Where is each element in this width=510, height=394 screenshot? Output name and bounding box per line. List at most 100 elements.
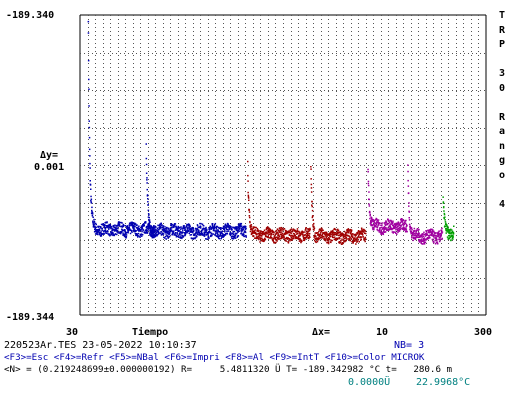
data-point bbox=[300, 233, 303, 235]
data-point bbox=[419, 239, 421, 241]
data-point bbox=[293, 237, 295, 240]
data-point bbox=[303, 239, 306, 242]
data-point bbox=[424, 235, 427, 237]
data-point bbox=[171, 229, 173, 232]
data-point bbox=[222, 235, 224, 237]
data-point bbox=[136, 233, 139, 236]
data-point bbox=[335, 238, 338, 240]
data-point bbox=[380, 231, 382, 233]
data-point bbox=[135, 233, 137, 235]
data-point bbox=[426, 238, 428, 241]
data-point bbox=[250, 233, 253, 236]
data-point bbox=[90, 195, 92, 198]
data-point bbox=[332, 236, 335, 239]
data-point bbox=[153, 234, 156, 236]
data-point bbox=[308, 235, 311, 237]
data-point bbox=[374, 222, 376, 225]
data-point bbox=[422, 240, 424, 242]
data-point bbox=[247, 160, 249, 163]
data-point bbox=[241, 228, 243, 230]
data-point bbox=[100, 234, 102, 236]
data-point bbox=[188, 227, 191, 229]
data-point bbox=[282, 229, 284, 231]
data-point bbox=[335, 229, 337, 231]
data-point bbox=[423, 231, 425, 234]
data-point bbox=[352, 238, 355, 240]
data-point bbox=[250, 228, 252, 231]
data-point bbox=[91, 213, 94, 215]
data-point bbox=[304, 234, 306, 236]
data-point bbox=[146, 177, 148, 179]
data-point bbox=[427, 231, 430, 233]
data-point bbox=[340, 232, 343, 235]
data-point bbox=[184, 232, 187, 235]
data-point bbox=[424, 241, 427, 243]
data-point bbox=[119, 231, 122, 234]
data-point bbox=[450, 232, 452, 235]
data-point bbox=[423, 241, 425, 243]
data-point bbox=[236, 232, 238, 235]
data-point bbox=[448, 229, 450, 231]
data-point bbox=[261, 235, 263, 237]
data-point bbox=[252, 227, 255, 229]
data-point bbox=[141, 225, 144, 228]
data-point bbox=[194, 234, 196, 236]
data-point bbox=[362, 236, 364, 238]
data-point bbox=[234, 237, 237, 239]
data-point bbox=[239, 222, 241, 225]
data-point bbox=[408, 219, 411, 221]
data-point bbox=[204, 229, 206, 232]
data-point bbox=[441, 227, 443, 230]
data-point bbox=[434, 239, 437, 242]
data-point bbox=[128, 224, 131, 227]
data-point bbox=[452, 234, 454, 237]
data-point bbox=[220, 231, 223, 234]
data-point bbox=[432, 235, 434, 237]
data-point bbox=[361, 229, 363, 231]
data-point bbox=[219, 234, 221, 236]
data-point bbox=[168, 235, 171, 238]
data-point bbox=[140, 228, 142, 231]
data-point bbox=[234, 228, 236, 230]
data-point bbox=[100, 223, 103, 226]
data-point bbox=[147, 229, 150, 231]
data-point bbox=[318, 235, 321, 238]
data-point bbox=[278, 235, 281, 237]
data-point bbox=[222, 234, 224, 236]
data-point bbox=[213, 225, 216, 227]
data-point bbox=[377, 219, 380, 221]
data-point bbox=[232, 226, 234, 228]
data-point bbox=[428, 235, 431, 237]
data-point bbox=[168, 236, 170, 238]
data-point bbox=[240, 225, 243, 227]
data-point bbox=[230, 233, 232, 236]
data-point bbox=[401, 221, 404, 223]
data-point bbox=[364, 230, 367, 232]
data-point bbox=[402, 222, 404, 225]
data-point bbox=[194, 232, 197, 235]
data-point bbox=[306, 233, 309, 236]
data-point bbox=[433, 241, 435, 244]
data-point bbox=[132, 225, 134, 228]
data-point bbox=[137, 236, 139, 238]
data-point bbox=[409, 230, 412, 232]
data-point bbox=[202, 229, 204, 231]
data-point bbox=[203, 228, 205, 230]
data-point bbox=[302, 239, 305, 241]
data-point bbox=[393, 225, 395, 227]
data-point bbox=[190, 230, 192, 232]
data-point bbox=[379, 227, 381, 229]
data-point bbox=[91, 212, 94, 214]
data-point bbox=[148, 225, 151, 227]
data-point bbox=[367, 182, 370, 185]
data-point bbox=[430, 228, 432, 230]
data-point bbox=[411, 231, 414, 234]
data-point bbox=[184, 234, 186, 237]
data-point bbox=[344, 237, 346, 240]
data-point bbox=[385, 223, 388, 225]
data-point bbox=[347, 228, 350, 230]
data-point bbox=[377, 225, 379, 227]
function-keys-bar[interactable]: <F3>=Esc <F4>=Refr <F5>=NBal <F6>=Impri … bbox=[4, 352, 425, 363]
data-point bbox=[431, 230, 434, 233]
data-point bbox=[391, 231, 394, 233]
